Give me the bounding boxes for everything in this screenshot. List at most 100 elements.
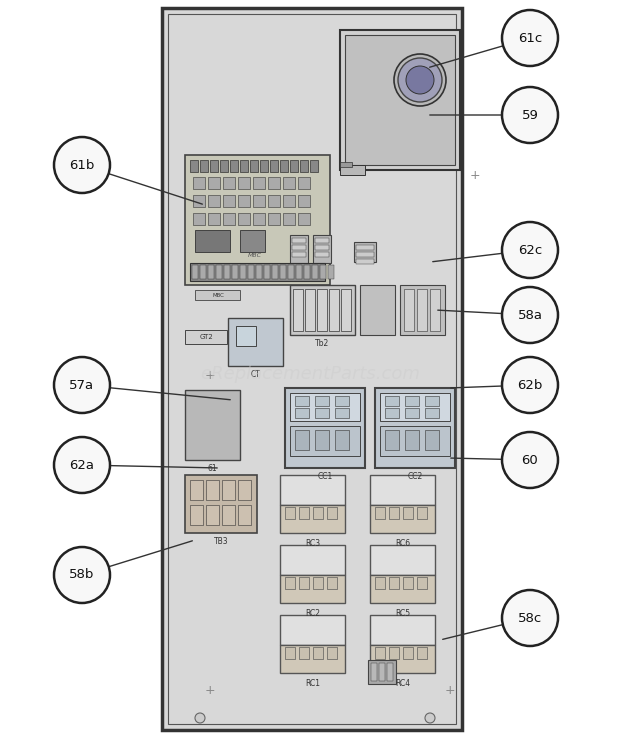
Text: 59: 59 — [521, 108, 538, 121]
Bar — [268, 213, 280, 225]
Bar — [223, 213, 235, 225]
Bar — [320, 265, 326, 279]
Bar — [417, 577, 427, 589]
Bar — [238, 505, 251, 525]
Bar — [315, 238, 329, 243]
Bar — [292, 238, 306, 243]
Bar — [232, 265, 238, 279]
Bar — [283, 195, 295, 207]
Bar — [329, 289, 339, 331]
Bar — [315, 408, 329, 418]
Bar — [341, 289, 351, 331]
Bar — [385, 430, 399, 450]
Bar — [298, 195, 310, 207]
Bar — [375, 647, 385, 659]
Bar — [208, 265, 214, 279]
Bar — [285, 647, 295, 659]
Circle shape — [502, 287, 558, 343]
Bar — [425, 408, 439, 418]
Bar — [185, 390, 240, 460]
Bar — [380, 393, 450, 421]
Bar — [290, 426, 360, 456]
Circle shape — [502, 432, 558, 488]
Bar — [268, 195, 280, 207]
Text: +: + — [205, 369, 215, 381]
Bar — [313, 577, 323, 589]
Bar — [299, 507, 309, 519]
Circle shape — [502, 222, 558, 278]
Circle shape — [502, 10, 558, 66]
Bar — [315, 245, 329, 250]
Bar — [240, 265, 246, 279]
Bar — [312, 265, 318, 279]
Text: MBC: MBC — [212, 292, 224, 298]
Bar — [335, 430, 349, 450]
Bar — [298, 177, 310, 189]
Bar — [223, 195, 235, 207]
Bar — [310, 160, 318, 172]
Bar — [240, 160, 248, 172]
Circle shape — [502, 357, 558, 413]
Bar — [389, 647, 399, 659]
Circle shape — [425, 713, 435, 723]
Bar — [272, 265, 278, 279]
Bar — [190, 480, 203, 500]
Bar — [328, 265, 334, 279]
Text: 58a: 58a — [518, 308, 542, 322]
Bar — [268, 177, 280, 189]
Bar — [190, 505, 203, 525]
Bar — [230, 160, 238, 172]
Bar — [356, 259, 374, 264]
Text: 62c: 62c — [518, 244, 542, 257]
Bar — [200, 160, 208, 172]
Bar — [185, 330, 227, 344]
Bar — [228, 318, 283, 366]
Text: 60: 60 — [521, 453, 538, 467]
Bar — [345, 35, 455, 165]
Bar — [223, 177, 235, 189]
Bar — [375, 388, 455, 468]
Bar — [296, 265, 302, 279]
Bar — [206, 480, 219, 500]
Bar — [222, 505, 235, 525]
Bar — [385, 408, 399, 418]
Circle shape — [406, 66, 434, 94]
Bar — [288, 265, 294, 279]
Bar — [208, 177, 220, 189]
Text: 61b: 61b — [69, 159, 95, 171]
Circle shape — [502, 87, 558, 143]
Text: CT: CT — [250, 370, 260, 378]
Text: 62a: 62a — [69, 459, 94, 471]
Bar — [380, 426, 450, 456]
Bar — [238, 213, 250, 225]
Bar — [200, 265, 206, 279]
Text: CC2: CC2 — [407, 471, 423, 480]
Bar — [356, 252, 374, 257]
Bar — [253, 195, 265, 207]
Bar — [280, 646, 345, 673]
Bar — [417, 507, 427, 519]
Bar — [315, 252, 329, 257]
Bar — [220, 160, 228, 172]
Bar — [280, 265, 286, 279]
Bar — [195, 230, 230, 252]
Bar — [193, 177, 205, 189]
Bar — [370, 545, 435, 575]
Bar — [192, 265, 198, 279]
Text: +: + — [205, 684, 215, 696]
Circle shape — [195, 713, 205, 723]
Bar — [313, 235, 331, 263]
Bar — [403, 647, 413, 659]
Bar — [371, 663, 377, 681]
Bar — [185, 155, 330, 285]
Bar — [162, 8, 462, 730]
Bar — [295, 396, 309, 406]
Bar — [298, 213, 310, 225]
Bar — [210, 160, 218, 172]
Bar — [356, 245, 374, 250]
Bar — [354, 242, 376, 262]
Bar — [285, 388, 365, 468]
Bar — [290, 235, 308, 263]
Bar — [240, 230, 265, 252]
Bar — [285, 507, 295, 519]
